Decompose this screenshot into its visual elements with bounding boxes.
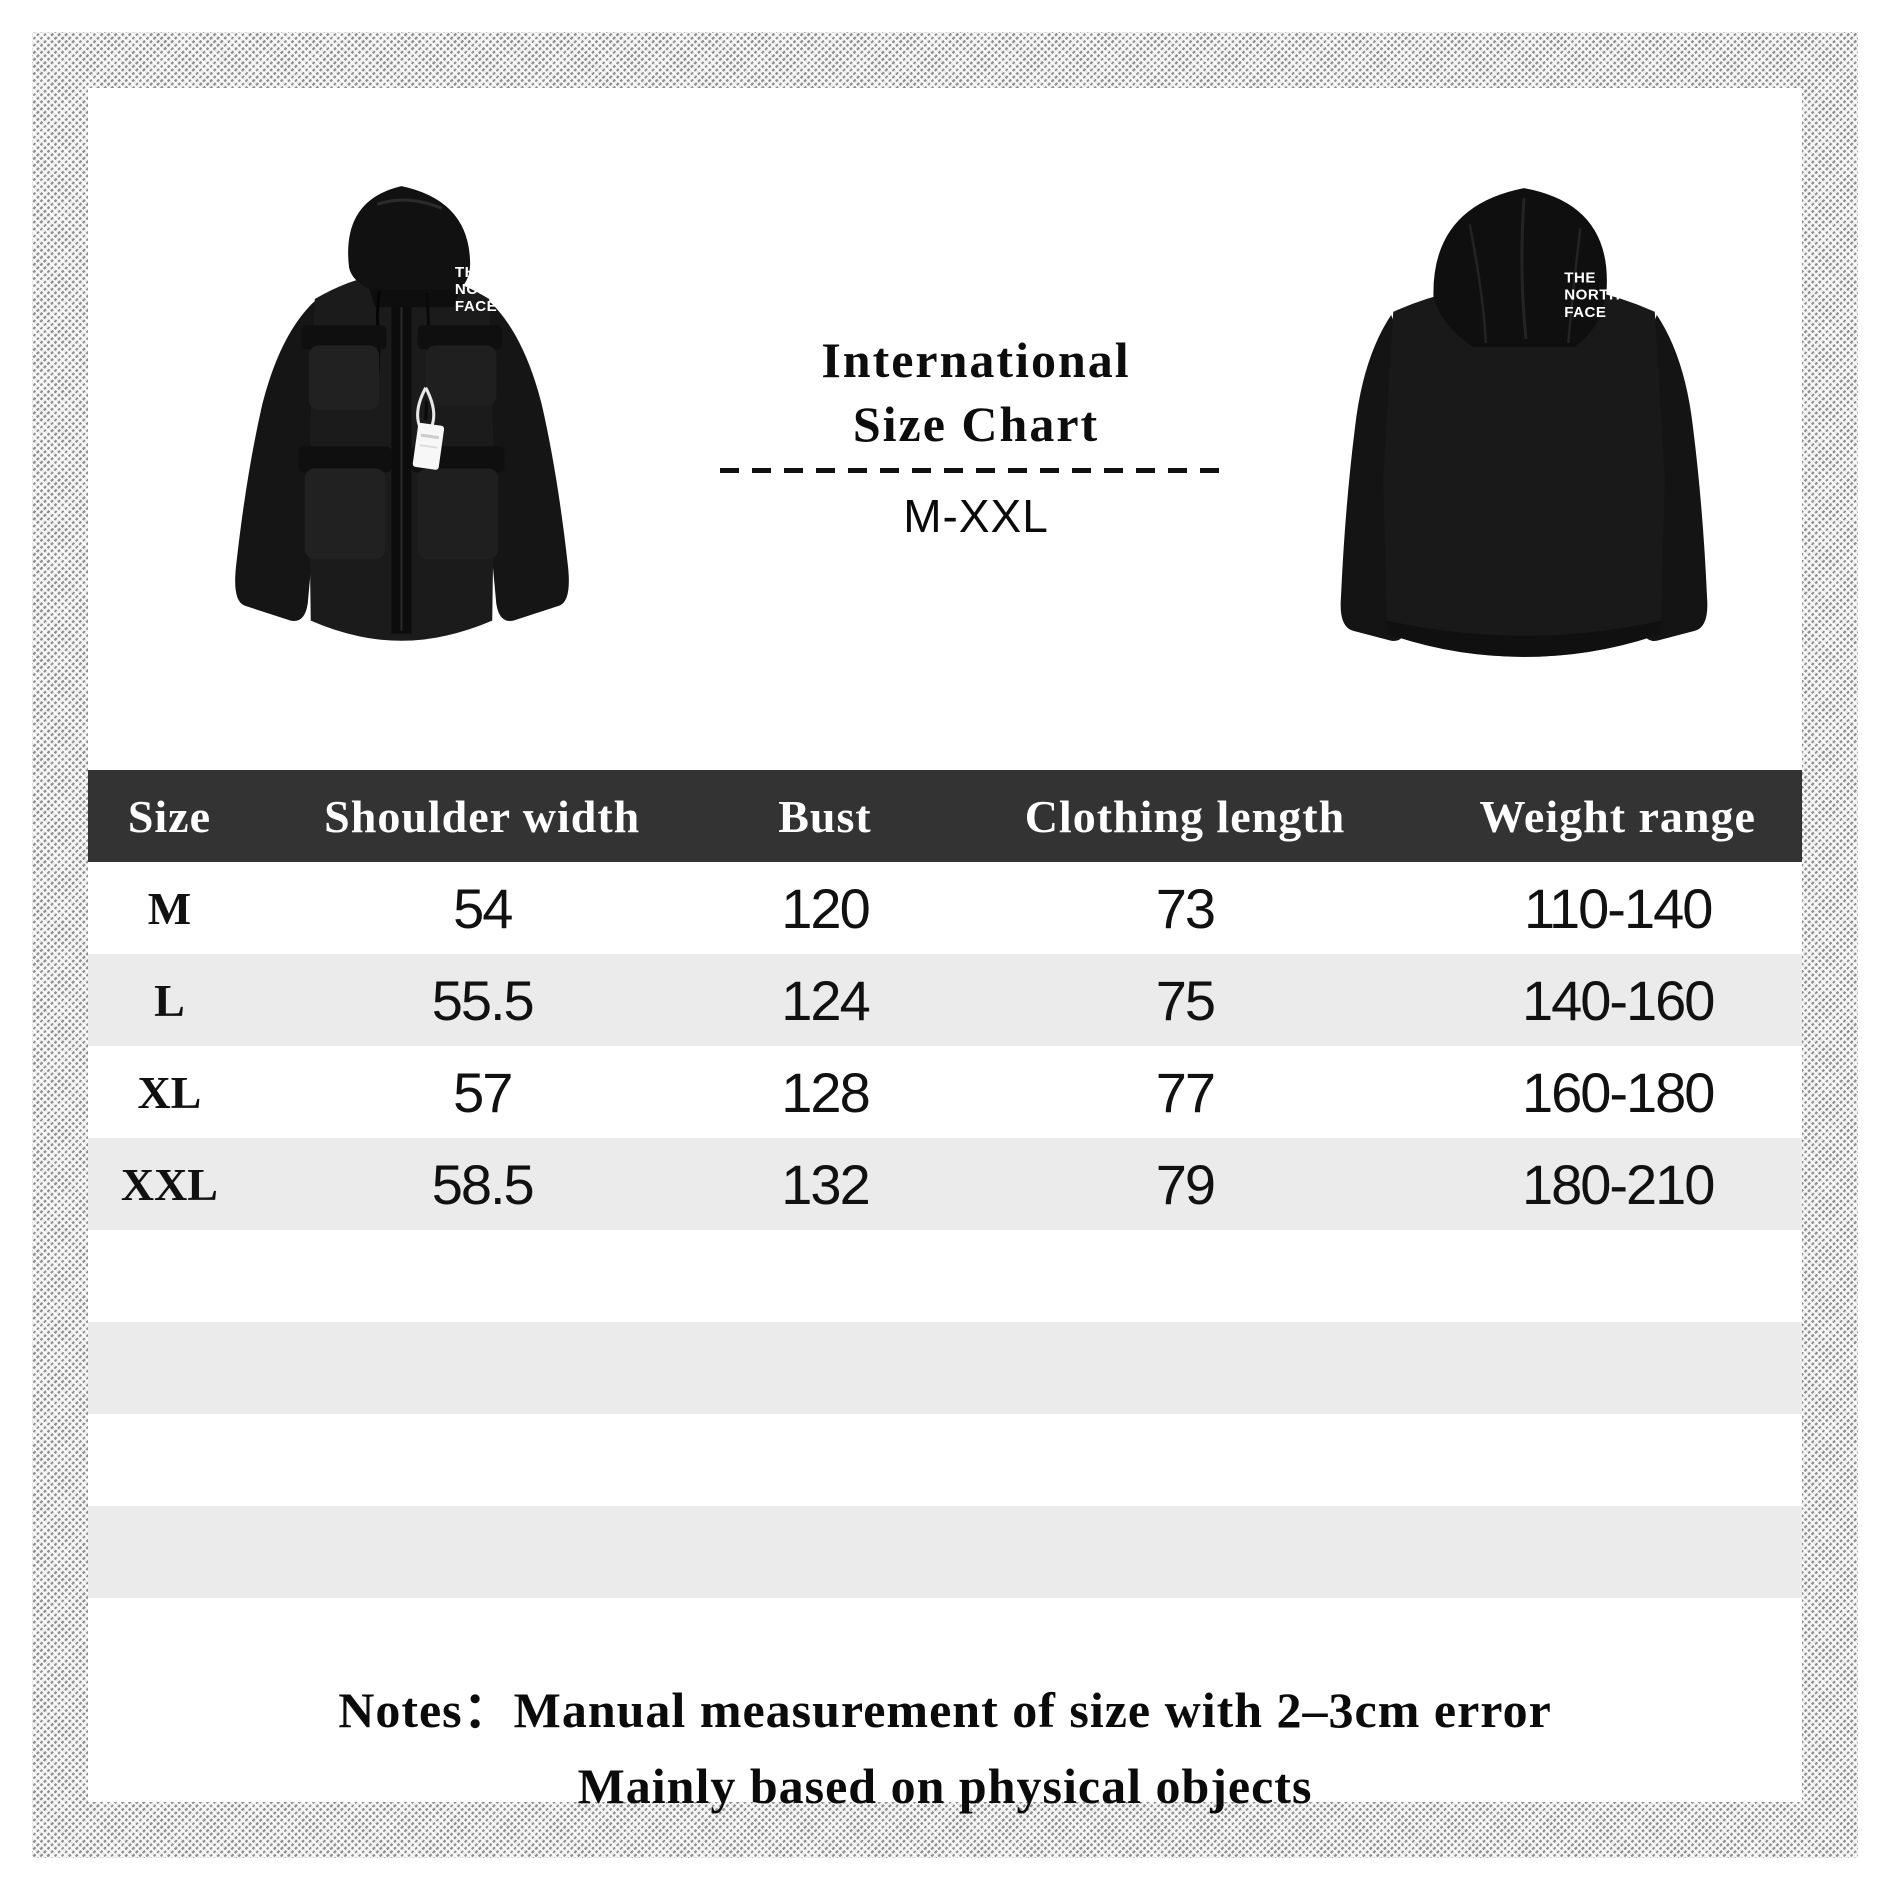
column-header-bust: Bust [778, 790, 872, 842]
column-header-clothing-length: Clothing length [1024, 790, 1346, 842]
table-row: XXL 58.5 132 79 180-210 [88, 1138, 1802, 1230]
shoulder-value: 58.5 [431, 1152, 535, 1216]
lower-pocket-flap-left [298, 446, 392, 473]
logo-line-3: FACE [455, 298, 497, 315]
size-value: L [154, 974, 185, 1026]
back-hem [1387, 620, 1661, 657]
length-value: 73 [1155, 876, 1216, 940]
notes-block: Notes：Manual measurement of size with 2–… [88, 1672, 1802, 1824]
page-title-line2: Size Chart [852, 396, 1100, 452]
empty-table-row [88, 1506, 1802, 1598]
logo-line-3: FACE [1564, 304, 1606, 321]
jacket-front-image: THE NORTH FACE [235, 186, 569, 641]
table-row: XL 57 128 77 160-180 [88, 1046, 1802, 1138]
length-value: 75 [1155, 968, 1216, 1032]
column-header-size: Size [127, 790, 212, 842]
north-face-logo-back: THE NORTH FACE [1564, 270, 1653, 321]
column-header-shoulder-width: Shoulder width [324, 790, 641, 842]
notes-line-2: Mainly based on physical objects [577, 1758, 1313, 1814]
page-title-line1: International [821, 332, 1131, 388]
chest-pocket-right [425, 345, 497, 406]
column-header-weight-range: Weight range [1479, 790, 1756, 842]
logo-line-1: THE [1564, 270, 1596, 287]
hood-right-seam [1567, 228, 1582, 344]
logo-line-2: NORTH [1564, 287, 1620, 304]
bust-value: 120 [781, 876, 870, 940]
lower-pocket-left [304, 468, 386, 560]
chest-pocket-flap-left [301, 325, 387, 350]
north-face-logo-front: THE NORTH FACE [455, 264, 544, 315]
size-value: XL [137, 1066, 202, 1118]
bust-value: 124 [781, 968, 870, 1032]
hood-seam [376, 198, 443, 210]
chest-pocket-left [308, 345, 380, 410]
table-row: M 54 120 73 110-140 [88, 862, 1802, 954]
logo-line-1: THE [455, 264, 487, 281]
table-header-row: Size Shoulder width Bust Clothing length… [88, 770, 1802, 862]
front-left-sleeve [235, 301, 319, 622]
back-hood [1433, 188, 1607, 348]
weight-value: 180-210 [1521, 1152, 1716, 1216]
shoulder-value: 55.5 [431, 968, 535, 1032]
hang-tag [412, 422, 445, 470]
size-table: Size Shoulder width Bust Clothing length… [88, 770, 1802, 1598]
size-value: XXL [120, 1158, 218, 1210]
size-value: M [147, 882, 192, 934]
size-range-label: M-XXL [903, 490, 1049, 542]
logo-line-2: NORTH [455, 281, 511, 298]
empty-table-row [88, 1414, 1802, 1506]
front-collar [369, 288, 460, 308]
shoulder-value: 57 [453, 1060, 513, 1124]
dashed-divider [720, 468, 1232, 473]
length-value: 77 [1155, 1060, 1216, 1124]
half-dome-icon [518, 264, 544, 289]
front-right-sleeve [485, 301, 569, 622]
bust-value: 132 [781, 1152, 870, 1216]
table-row: L 55.5 124 75 140-160 [88, 954, 1802, 1046]
empty-table-row [88, 1322, 1802, 1414]
title-block: International Size Chart M-XXL [720, 328, 1232, 543]
weight-value: 110-140 [1524, 876, 1713, 940]
hood-center-seam [1520, 198, 1528, 340]
bust-value: 128 [781, 1060, 870, 1124]
shoulder-value: 54 [453, 876, 513, 940]
half-dome-icon [1627, 270, 1653, 295]
jacket-back-image: THE NORTH FACE [1340, 188, 1708, 657]
hood-left-seam [1468, 224, 1488, 344]
empty-table-row [88, 1230, 1802, 1322]
notes-line-1: Notes：Manual measurement of size with 2–… [338, 1682, 1552, 1738]
length-value: 79 [1155, 1152, 1216, 1216]
lower-pocket-right [417, 468, 499, 560]
back-torso [1383, 282, 1665, 657]
weight-value: 140-160 [1521, 968, 1716, 1032]
front-hood [348, 186, 471, 289]
chest-pocket-flap-right [417, 325, 503, 350]
weight-value: 160-180 [1521, 1060, 1716, 1124]
